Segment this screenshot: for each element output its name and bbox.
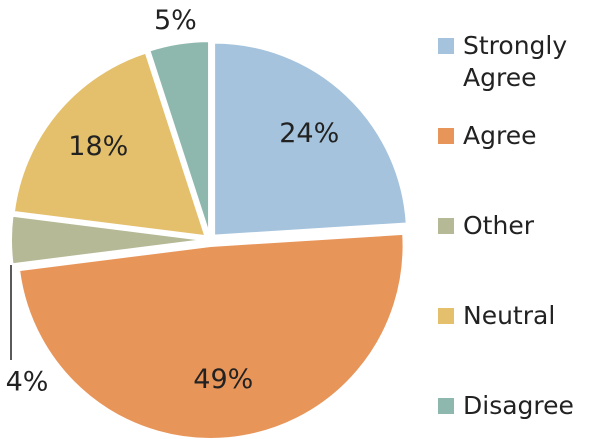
legend-swatch — [438, 128, 454, 144]
data-label: 4% — [6, 367, 49, 398]
legend-label: Disagree — [463, 391, 574, 420]
data-label: 18% — [68, 131, 128, 162]
data-label: 49% — [193, 364, 253, 395]
legend-swatch — [438, 38, 454, 54]
legend-swatch — [438, 218, 454, 234]
legend-label: Neutral — [463, 301, 556, 330]
legend-label: Agree — [463, 121, 537, 150]
legend-label: Strongly Agree — [463, 31, 568, 92]
legend-swatch — [438, 398, 454, 414]
pie-slice — [12, 51, 207, 238]
legend-swatch — [438, 308, 454, 324]
pie: 24% 49% 4% 18% 5% — [6, 5, 408, 439]
pie-slice — [213, 41, 408, 237]
legend-label: Other — [463, 211, 534, 240]
pie-slice — [17, 232, 405, 439]
data-label: 24% — [279, 118, 339, 149]
data-label: 5% — [154, 5, 197, 36]
pie-slice — [10, 214, 205, 266]
pie-slice — [148, 40, 211, 235]
